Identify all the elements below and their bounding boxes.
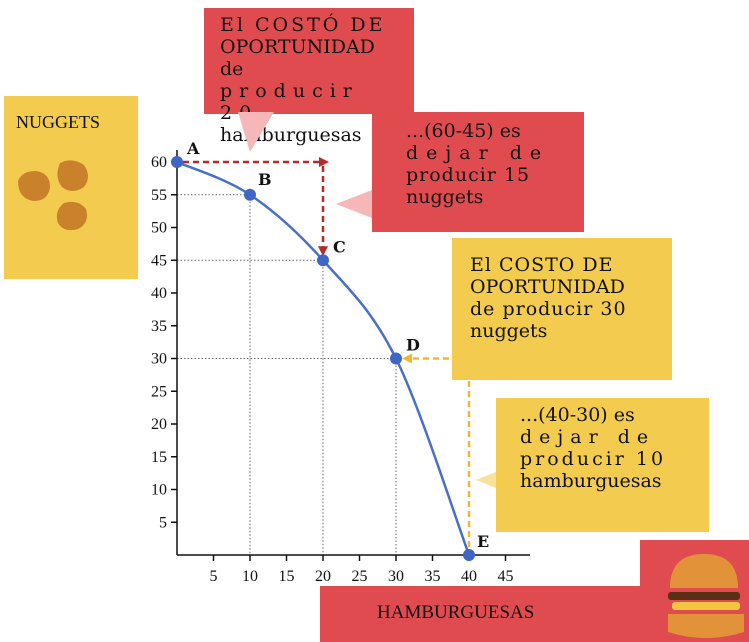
callout-pointer [336,190,372,218]
data-point-a [171,156,183,168]
callout-line: nuggets [470,320,548,342]
data-points: A B C D E [171,139,489,561]
ppf-curve [176,160,471,556]
nuggets-icon [18,160,88,231]
arrow-head [319,157,329,167]
x-tick-label: 10 [242,568,258,585]
callout-line: OPORTUNIDAD [470,276,625,298]
guide-lines [177,194,397,555]
callout-line: El COSTO DE [470,254,614,276]
y-ticks: 5 10 15 20 25 30 35 40 45 50 55 60 [151,154,177,531]
callout-cost-20-hamburguesas: El COSTÓ DE OPORTUNIDAD de producir 20 h… [204,8,414,146]
y-tick-label: 45 [151,252,167,269]
callout-cost-30-nuggets: El COSTO DE OPORTUNIDAD de producir 30 n… [452,238,672,380]
data-point-c [317,254,329,267]
data-point-b [244,188,256,201]
callout-pointer [476,472,496,488]
callout-result-15-nuggets: ...(60-45) es dejar de producir 15 nugge… [372,112,584,232]
x-tick-label: 35 [425,568,441,585]
callout-line: dejar de [406,142,550,164]
arrow-head [402,353,412,364]
hamburger-tile [640,540,749,642]
callout-line: ...(40-30) es [520,404,635,426]
callout-line: ...(60-45) es [406,120,521,142]
callout-pointer [238,112,274,152]
hamburguesas-label: HAMBURGUESAS [377,602,535,623]
x-tick-label: 15 [279,568,295,585]
callout-line: producir 15 [406,164,531,186]
y-tick-label: 60 [151,154,167,171]
callout-line: producir 10 [520,448,667,470]
y-tick-label: 50 [151,220,167,237]
data-point-e [463,549,475,561]
x-tick-label: 40 [461,568,477,585]
callout-result-10-hamburguesas: ...(40-30) es dejar de producir 10 hambu… [496,398,709,532]
point-label-d: D [406,336,420,355]
y-tick-label: 40 [151,285,167,302]
x-tick-label: 25 [352,568,368,585]
y-tick-label: 20 [151,416,167,433]
y-tick-label: 35 [151,318,167,335]
callout-line: OPORTUNIDAD de [220,36,375,80]
x-tick-label: 45 [498,568,514,585]
x-ticks: 5 10 15 20 25 30 35 40 45 [210,555,514,585]
callout-line: dejar de [520,426,656,448]
callout-line: hamburguesas [520,470,662,492]
callout-line: El COSTÓ DE [220,14,386,36]
arrows [183,157,471,547]
x-tick-label: 20 [315,568,331,585]
y-tick-label: 10 [151,482,167,499]
point-label-b: B [258,170,272,189]
nuggets-tile: NUGGETS [4,96,138,279]
point-label-c: C [333,237,346,256]
point-label-a: A [186,139,200,158]
hamburger-icon [668,554,744,638]
arrow-head [318,246,328,257]
callout-line: de producir 30 [470,298,627,320]
nuggets-label: NUGGETS [16,112,100,132]
y-tick-label: 55 [151,187,167,204]
y-tick-label: 30 [151,351,167,368]
point-label-e: E [477,532,489,551]
axis-mask [532,556,640,584]
callout-line: nuggets [406,186,484,208]
y-tick-label: 15 [151,449,167,466]
y-tick-label: 25 [151,383,167,400]
x-tick-label: 30 [388,568,404,585]
y-tick-label: 5 [159,514,167,531]
data-point-d [390,352,402,365]
x-tick-label: 5 [210,568,218,585]
